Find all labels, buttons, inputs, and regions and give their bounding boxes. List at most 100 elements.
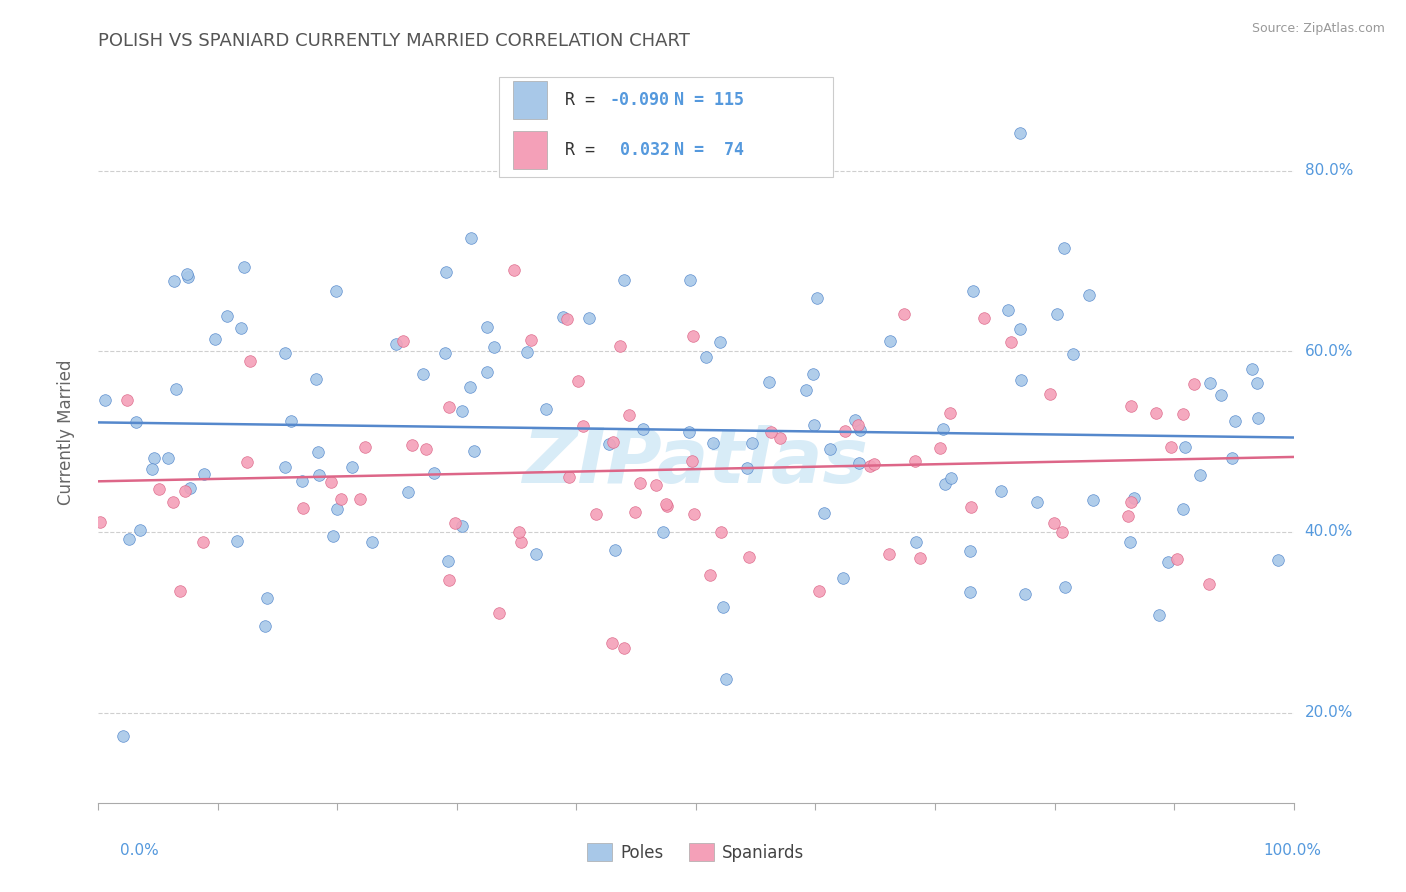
Point <box>905 535 928 549</box>
Point <box>291 474 314 488</box>
Point <box>578 310 600 325</box>
Point <box>451 519 474 533</box>
Point <box>516 345 538 359</box>
Point <box>392 334 415 349</box>
Point <box>463 444 485 458</box>
Point <box>818 442 841 456</box>
Point <box>1222 451 1244 466</box>
Point <box>179 482 201 496</box>
Point <box>959 544 981 558</box>
Point <box>609 339 631 353</box>
Point <box>848 456 870 470</box>
Point <box>551 310 574 325</box>
Text: 20.0%: 20.0% <box>1305 705 1353 720</box>
Point <box>849 423 872 437</box>
Point <box>436 554 458 568</box>
Point <box>633 422 655 436</box>
Point <box>1267 552 1289 566</box>
Point <box>125 415 148 429</box>
Point <box>613 641 636 656</box>
Point <box>128 523 150 537</box>
Point <box>598 437 620 451</box>
Point <box>508 524 530 539</box>
Point <box>1053 241 1076 255</box>
Bar <box>499 78 834 178</box>
Point <box>322 529 344 543</box>
Point <box>862 457 884 471</box>
Point <box>349 491 371 506</box>
Text: Source: ZipAtlas.com: Source: ZipAtlas.com <box>1251 22 1385 36</box>
Point <box>699 567 721 582</box>
Point <box>997 303 1019 318</box>
Point <box>354 440 377 454</box>
Point <box>679 273 702 287</box>
Text: 60.0%: 60.0% <box>1305 343 1353 359</box>
Point <box>758 375 780 389</box>
Point <box>111 729 134 743</box>
Point <box>1198 376 1220 391</box>
Point <box>274 460 297 475</box>
Point <box>239 354 262 368</box>
Point <box>1160 440 1182 454</box>
Point <box>142 450 165 465</box>
Point <box>1116 509 1139 524</box>
Point <box>657 499 679 513</box>
Point <box>973 310 995 325</box>
Point <box>1039 387 1062 401</box>
Point <box>741 436 763 450</box>
Text: N = 115: N = 115 <box>675 91 744 109</box>
Point <box>702 435 724 450</box>
Point <box>1241 361 1264 376</box>
Point <box>801 367 824 381</box>
Bar <box>513 131 547 169</box>
Point <box>437 573 460 587</box>
Point <box>1246 411 1268 425</box>
Point <box>769 431 792 445</box>
Point <box>1147 607 1170 622</box>
Text: 80.0%: 80.0% <box>1305 163 1353 178</box>
Point <box>1053 580 1076 594</box>
Point <box>436 265 458 279</box>
Point <box>1171 501 1194 516</box>
Point <box>308 467 330 482</box>
Point <box>858 458 880 473</box>
Point <box>711 600 734 615</box>
Point <box>305 372 328 386</box>
Point <box>1144 406 1167 420</box>
Point <box>193 535 215 549</box>
Point <box>807 583 830 598</box>
Point <box>558 469 581 483</box>
Point <box>1174 440 1197 454</box>
Point <box>513 136 536 150</box>
Point <box>165 382 187 396</box>
Point <box>274 346 297 360</box>
Point <box>1119 399 1142 413</box>
Point <box>714 672 737 686</box>
Point <box>1010 373 1032 387</box>
Text: R =: R = <box>565 91 605 109</box>
Point <box>1182 376 1205 391</box>
Point <box>682 507 704 521</box>
Point <box>156 450 179 465</box>
Point <box>458 380 481 394</box>
Point <box>602 435 624 450</box>
Point <box>600 636 623 650</box>
Point <box>846 418 869 433</box>
Point <box>623 505 645 519</box>
Point <box>695 350 717 364</box>
Point <box>1119 494 1142 508</box>
Point <box>225 534 247 549</box>
Point <box>1122 491 1144 505</box>
Point <box>437 401 460 415</box>
Point <box>939 406 962 420</box>
Point <box>148 482 170 496</box>
Point <box>169 584 191 599</box>
Point <box>813 506 835 520</box>
Point <box>325 284 347 298</box>
Point <box>709 334 731 349</box>
Point <box>1000 334 1022 349</box>
Point <box>879 334 901 348</box>
Text: ZIPatlas: ZIPatlas <box>523 425 869 500</box>
Y-axis label: Currently Married: Currently Married <box>56 359 75 506</box>
Point <box>939 470 962 484</box>
